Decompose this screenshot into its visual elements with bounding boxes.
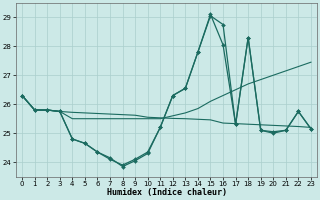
X-axis label: Humidex (Indice chaleur): Humidex (Indice chaleur)	[107, 188, 227, 197]
